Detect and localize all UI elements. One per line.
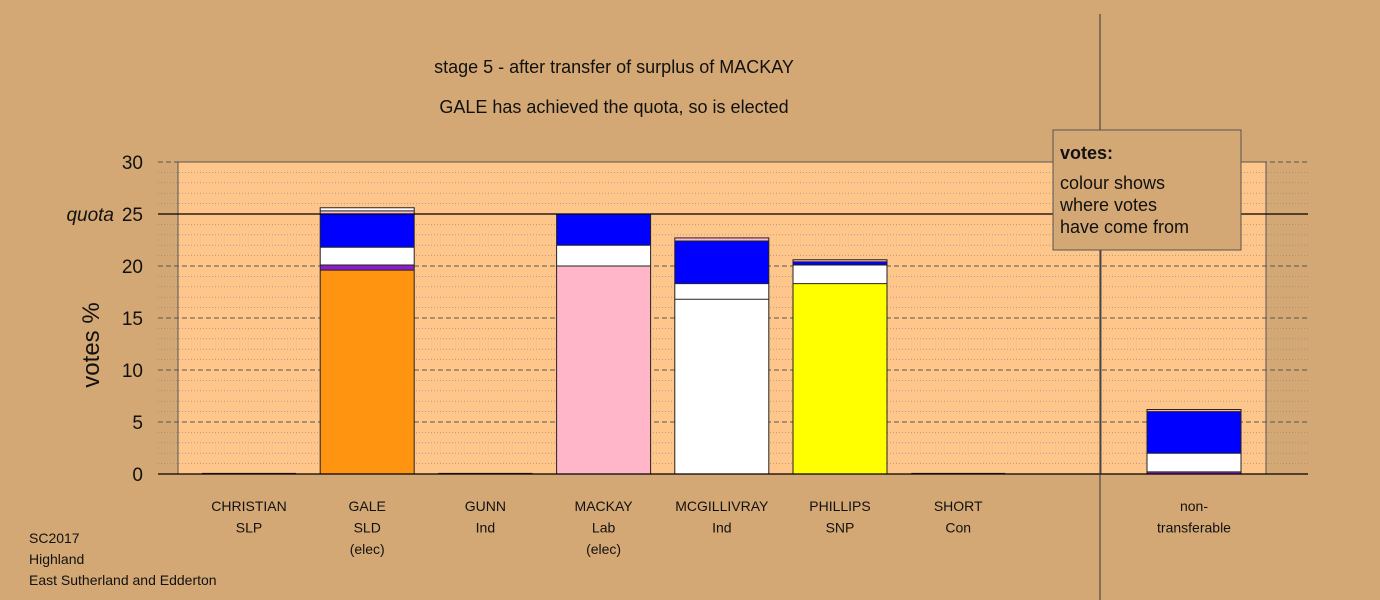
x-tick-label: (elec) [350,541,385,557]
footer-line-2: Highland [29,551,84,567]
quota-label: quota [66,205,114,226]
bar-segment [320,264,415,271]
y-tick-labels: 0 5 10 15 20 25 30 [122,153,143,486]
x-category-labels: CHRISTIAN SLP GALE SLD (elec) GUNN Ind MACKAY La… [211,498,1231,557]
y-tick-label: 25 [122,205,143,226]
legend-box [1052,129,1242,251]
bar-mackay [556,213,652,475]
legend-title: votes: [1060,143,1113,163]
bar-segment [556,245,651,266]
bar-segment [1147,471,1241,474]
x-tick-label: non- [1180,498,1208,514]
footer-line-1: SC2017 [29,530,80,546]
y-tick-label: 5 [132,413,143,434]
x-tick-label: transferable [1157,520,1231,536]
legend-line-1: colour shows [1060,173,1165,193]
x-tick-label: (elec) [586,541,621,557]
x-tick-label: SLD [354,520,381,536]
legend-line-2: where votes [1059,195,1157,215]
bar-segment [793,259,887,262]
bar-segment [674,241,769,284]
bar-segment [1147,411,1241,454]
x-tick-label: Ind [476,520,495,536]
y-tick-label: 20 [122,257,143,278]
bar-segment [793,283,887,474]
x-tick-label: Ind [712,520,731,536]
x-tick-label: SHORT [934,498,983,514]
bar-segment [320,207,415,211]
y-tick-label: 15 [122,309,143,330]
bar-segment [674,299,769,474]
bar-segment [320,210,415,214]
x-tick-label: SLP [236,520,262,536]
bar-segment [793,261,887,265]
y-tick-label: 10 [122,361,143,382]
y-axis-label: votes % [78,302,105,387]
legend: votes: colour shows where votes have com… [1052,129,1242,251]
legend-line-3: have come from [1060,217,1189,237]
chart-title: stage 5 - after transfer of surplus of M… [434,57,794,77]
x-tick-label: Lab [592,520,616,536]
x-tick-label: GALE [349,498,386,514]
bar-segment [556,266,651,474]
bar-nontransferable [1146,409,1242,475]
bar-mcgillivray [674,237,770,475]
bar-segment [320,247,415,265]
y-tick-label: 30 [122,153,143,174]
bar-segment [674,237,769,242]
x-tick-label: Con [945,520,971,536]
bar-segment [674,283,769,300]
x-tick-label: SNP [826,520,855,536]
bar-segment [320,214,415,248]
bar-segment [1147,453,1241,472]
chart-subtitle: GALE has achieved the quota, so is elect… [439,97,788,117]
bar-phillips [792,259,888,475]
bar-segment [793,264,887,284]
x-tick-label: MCGILLIVRAY [675,498,769,514]
bar-segment [320,270,415,474]
bar-segment [1147,409,1241,412]
y-tick-label: 0 [132,465,143,486]
bar-segment [556,214,651,246]
x-tick-label: GUNN [465,498,506,514]
bar-gale [319,207,415,475]
x-tick-label: CHRISTIAN [211,498,286,514]
footer-line-3: East Sutherland and Edderton [29,572,217,588]
bars [202,207,1242,475]
x-tick-label: PHILLIPS [809,498,870,514]
x-tick-label: MACKAY [575,498,634,514]
